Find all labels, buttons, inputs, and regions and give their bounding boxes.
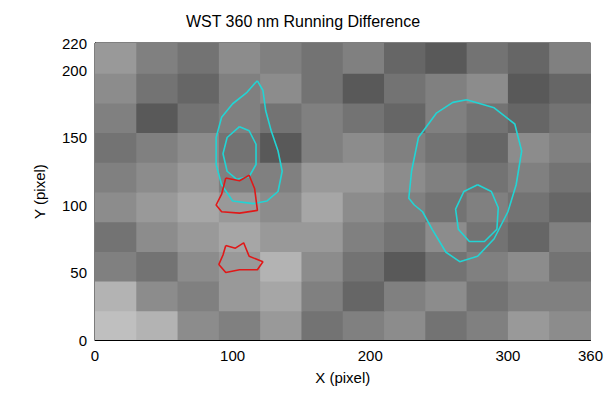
svg-text:200: 200 <box>62 62 87 79</box>
svg-text:WST 360 nm Running Difference: WST 360 nm Running Difference <box>186 13 420 30</box>
svg-text:X (pixel): X (pixel) <box>315 369 370 386</box>
svg-text:100: 100 <box>62 197 87 214</box>
svg-text:Y (pixel): Y (pixel) <box>31 164 48 219</box>
svg-text:220: 220 <box>62 35 87 52</box>
svg-text:360: 360 <box>578 347 603 364</box>
svg-text:0: 0 <box>91 347 99 364</box>
svg-text:50: 50 <box>70 264 87 281</box>
svg-text:150: 150 <box>62 129 87 146</box>
svg-text:100: 100 <box>220 347 245 364</box>
svg-text:0: 0 <box>79 332 87 349</box>
svg-text:200: 200 <box>358 347 383 364</box>
svg-text:300: 300 <box>495 347 520 364</box>
